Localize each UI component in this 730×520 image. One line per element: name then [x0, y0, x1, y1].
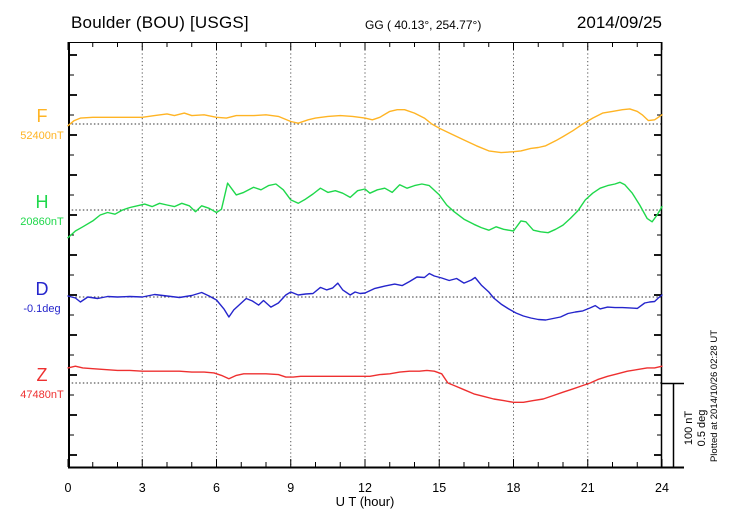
x-tick-label-21: 21	[581, 481, 595, 495]
scale-bar-nt-label: 100 nT	[683, 410, 695, 446]
x-tick-label-12: 12	[358, 481, 372, 495]
series-F-baseline-value: 52400nT	[20, 130, 64, 142]
plotted-at-note: Plotted at 2014/10/26 02:28 UT	[709, 329, 720, 463]
x-tick-label-3: 3	[139, 481, 146, 495]
series-H-letter: H	[36, 192, 49, 212]
series-D-curve	[67, 272, 663, 321]
trace-curves	[67, 108, 663, 403]
axis-ticks	[67, 42, 663, 467]
x-tick-label-6: 6	[213, 481, 220, 495]
x-tick-label-24: 24	[655, 481, 669, 495]
scale-bar-label: 100 nT 0.5 deg	[683, 383, 711, 473]
plot-date: 2014/09/25	[576, 13, 662, 32]
station-title: Boulder (BOU) [USGS]	[71, 13, 249, 32]
series-F-curve	[67, 108, 663, 154]
x-axis-label: U T (hour)	[335, 494, 395, 509]
series-Z-baseline-value: 47480nT	[20, 389, 64, 401]
series-D-letter: D	[36, 279, 49, 299]
grid-lines	[141, 42, 589, 467]
x-tick-label-9: 9	[287, 481, 294, 495]
series-Z-curve	[67, 365, 663, 403]
axes	[68, 42, 684, 469]
trace-labels: F 52400nT H 20860nT D -0.1deg Z 47480nT	[20, 106, 64, 401]
series-Z-letter: Z	[37, 365, 48, 385]
geographic-coordinates: GG ( 40.13°, 254.77°)	[365, 18, 482, 32]
x-tick-label-18: 18	[507, 481, 521, 495]
x-tick-label-15: 15	[432, 481, 446, 495]
series-H-curve	[67, 181, 663, 239]
baseline-lines	[68, 123, 662, 384]
x-tick-label-0: 0	[65, 481, 72, 495]
series-F-letter: F	[37, 106, 48, 126]
scale-bar-deg-label: 0.5 deg	[696, 409, 708, 447]
series-D-baseline-value: -0.1deg	[23, 303, 60, 315]
series-H-baseline-value: 20860nT	[20, 216, 64, 228]
scale-bar	[662, 382, 684, 467]
x-tick-labels: 0 3 6 9 12 15 18 21 24	[65, 481, 669, 495]
